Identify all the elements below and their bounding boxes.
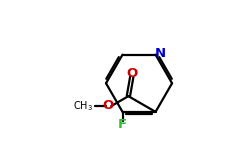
Text: CH$_3$: CH$_3$ <box>73 99 93 113</box>
Text: N: N <box>154 47 166 60</box>
Text: O: O <box>102 99 114 112</box>
Text: F: F <box>118 118 127 131</box>
Text: O: O <box>126 66 138 80</box>
